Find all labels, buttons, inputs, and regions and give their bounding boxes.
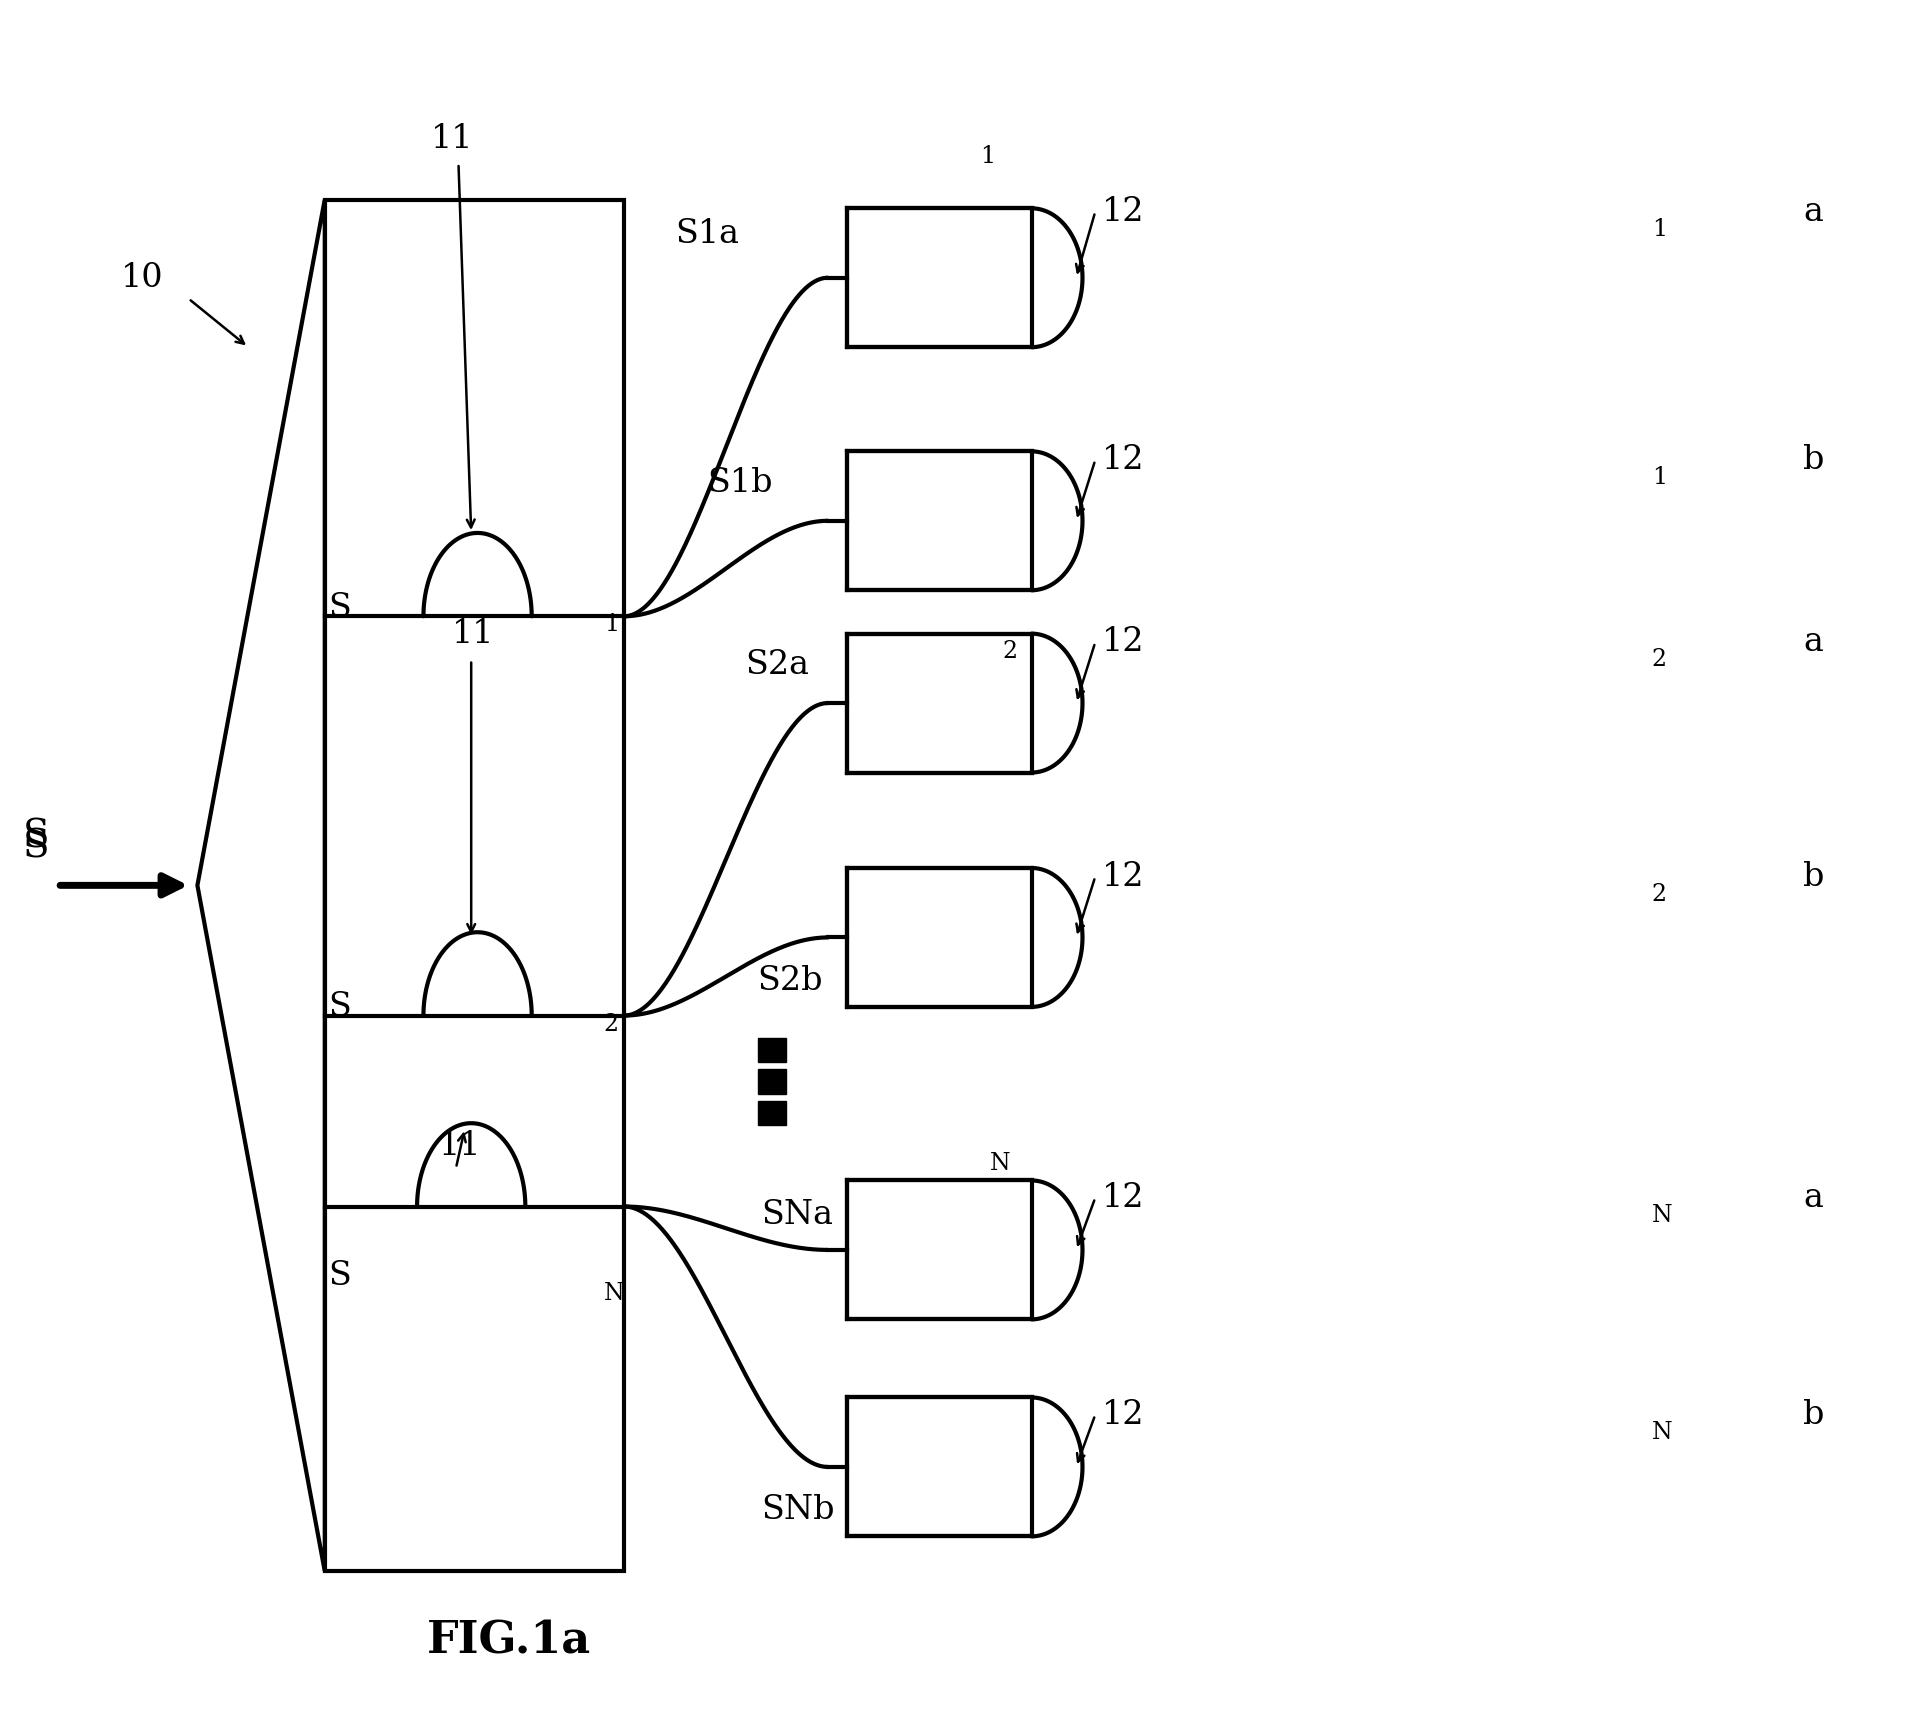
Text: 12: 12	[1101, 196, 1145, 227]
Bar	[847, 1180, 1032, 1319]
Text: S: S	[23, 828, 50, 866]
Bar	[759, 1038, 785, 1062]
Text: S: S	[23, 818, 50, 856]
Bar	[325, 200, 625, 1571]
Text: 1: 1	[604, 613, 619, 637]
Bar	[847, 208, 1032, 347]
Text: 11: 11	[453, 618, 495, 649]
Text: N: N	[990, 1151, 1011, 1175]
Text: S: S	[329, 592, 352, 623]
Text: FIG.1a: FIG.1a	[428, 1620, 592, 1661]
Bar	[847, 1397, 1032, 1536]
Bar	[847, 634, 1032, 773]
Text: 11: 11	[440, 1130, 482, 1161]
Text: 12: 12	[1101, 444, 1145, 476]
Text: 2: 2	[1651, 648, 1666, 672]
Bar	[759, 1069, 785, 1094]
Text: a: a	[1804, 196, 1823, 227]
Text: N: N	[1651, 1420, 1672, 1444]
Text: N: N	[604, 1281, 625, 1305]
Text: S1a: S1a	[675, 219, 740, 250]
Text: S: S	[329, 1260, 352, 1292]
Text: a: a	[1804, 1182, 1823, 1213]
Polygon shape	[197, 200, 325, 1571]
Text: 12: 12	[1101, 1399, 1145, 1430]
Text: 12: 12	[1101, 861, 1145, 892]
Text: 1: 1	[980, 144, 996, 168]
Text: b: b	[1804, 1399, 1825, 1430]
Text: S: S	[329, 991, 352, 1023]
Text: 11: 11	[430, 123, 472, 155]
Text: 2: 2	[604, 1012, 619, 1036]
Text: N: N	[1651, 1203, 1672, 1227]
Text: 12: 12	[1101, 627, 1145, 658]
Text: b: b	[1804, 861, 1825, 892]
Bar	[759, 1101, 785, 1125]
Text: 12: 12	[1101, 1182, 1145, 1213]
Text: 10: 10	[120, 262, 164, 293]
Text: SNa: SNa	[762, 1200, 833, 1231]
Text: 2: 2	[1001, 639, 1017, 663]
Text: b: b	[1804, 444, 1825, 476]
Bar	[847, 868, 1032, 1007]
Text: S2b: S2b	[759, 965, 824, 996]
Bar	[847, 451, 1032, 590]
Text: S1b: S1b	[707, 467, 772, 498]
Text: S2a: S2a	[745, 649, 808, 681]
Text: 2: 2	[1651, 882, 1666, 906]
Text: 1: 1	[1651, 217, 1666, 241]
Text: 1: 1	[1651, 465, 1666, 490]
Text: a: a	[1804, 627, 1823, 658]
Text: SNb: SNb	[762, 1495, 835, 1526]
